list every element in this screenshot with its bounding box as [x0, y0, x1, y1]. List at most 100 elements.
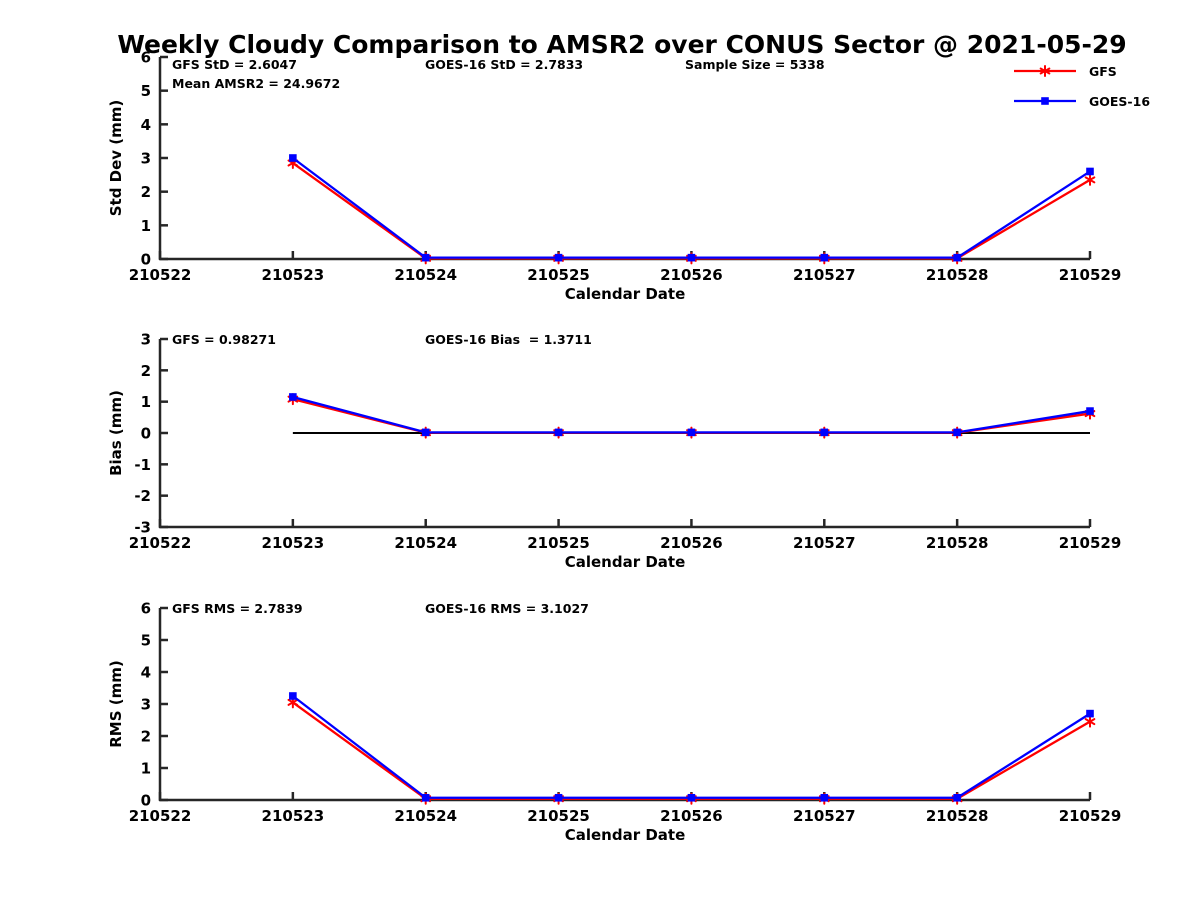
x-tick-label: 210525 [527, 266, 590, 284]
y-tick-label: 0 [141, 425, 151, 443]
x-tick-label: 210526 [660, 266, 723, 284]
marker-square-GOES-16 [421, 793, 430, 802]
x-tick-label: 210528 [926, 534, 989, 552]
annotation: GOES-16 StD = 2.7833 [425, 57, 583, 72]
x-tick-label: 210528 [926, 807, 989, 825]
legend: GFS GOES-16 [1012, 63, 1150, 109]
series-line-GOES-16 [292, 695, 1091, 799]
x-tick-label: 210523 [262, 807, 325, 825]
marker-square-GOES-16 [1086, 709, 1094, 718]
x-tick-label: 210522 [129, 266, 192, 284]
y-tick-label: 3 [141, 696, 151, 714]
marker-square-GOES-16 [1041, 97, 1049, 105]
x-tick-label: 210529 [1059, 534, 1122, 552]
marker-square-GOES-16 [1086, 167, 1094, 176]
y-axis-title: Std Dev (mm) [107, 100, 125, 217]
marker-square-GOES-16 [421, 428, 430, 437]
marker-stroke [1039, 67, 1051, 75]
marker-asterisk-GFS [1084, 173, 1096, 186]
y-tick-label: -2 [134, 487, 151, 505]
annotation: Sample Size = 5338 [685, 57, 825, 72]
marker-asterisk-GFS [1039, 65, 1051, 77]
x-tick-label: 210529 [1059, 807, 1122, 825]
series-line-GFS [292, 162, 1091, 260]
series-line-GFS [292, 701, 1091, 800]
marker-square-GOES-16 [953, 428, 961, 437]
x-tick-label: 210523 [262, 266, 325, 284]
marker-square-GOES-16 [820, 253, 829, 262]
x-tick-label: 210522 [129, 534, 192, 552]
marker-square-GOES-16 [289, 393, 297, 401]
legend-item-gfs: GFS [1012, 63, 1150, 79]
x-tick-label: 210524 [394, 534, 457, 552]
marker-square-GOES-16 [554, 793, 563, 802]
annotation: GFS = 0.98271 [172, 332, 276, 347]
legend-label-gfs: GFS [1089, 63, 1117, 79]
y-tick-label: 1 [141, 217, 151, 235]
marker-square-GOES-16 [289, 154, 297, 162]
y-tick-label: 6 [141, 49, 151, 67]
marker-square-GOES-16 [687, 253, 696, 262]
x-axis-title: Calendar Date [565, 285, 686, 303]
marker-square-GOES-16 [421, 253, 430, 262]
y-tick-label: 2 [141, 362, 151, 380]
marker-stroke [1084, 176, 1096, 184]
x-tick-label: 210524 [394, 266, 457, 284]
y-tick-label: 6 [141, 600, 151, 618]
figure-title: Weekly Cloudy Comparison to AMSR2 over C… [117, 30, 1126, 59]
y-tick-label: 5 [141, 82, 151, 100]
chart-std-dev: 210522 210523 210524 210525 210526 210527 2105… [107, 49, 1121, 304]
marker-square-GOES-16 [289, 692, 297, 700]
marker-square-GOES-16 [820, 793, 829, 802]
x-tick-label: 210526 [660, 807, 723, 825]
marker-square-GOES-16 [953, 793, 961, 802]
y-axis-title: RMS (mm) [107, 660, 125, 747]
goes16-line-sample-icon [1014, 97, 1076, 105]
series-line-GOES-16 [292, 157, 1091, 259]
x-tick-label: 210527 [793, 266, 856, 284]
y-tick-label: -1 [134, 456, 151, 474]
annotation: GOES-16 Bias = 1.3711 [425, 332, 592, 347]
gfs-line-sample-icon [1014, 65, 1076, 77]
marker-square-GOES-16 [953, 253, 961, 262]
x-tick-label: 210528 [926, 266, 989, 284]
marker-asterisk-GFS [1084, 715, 1096, 728]
y-tick-label: 0 [141, 251, 151, 269]
chart-rms: 210522 210523 210524 210525 210526 210527 2105… [107, 600, 1121, 845]
legend-label-goes16: GOES-16 [1089, 93, 1151, 109]
x-tick-label: 210524 [394, 807, 457, 825]
marker-stroke [287, 698, 299, 706]
x-tick-label: 210522 [129, 807, 192, 825]
x-tick-label: 210527 [793, 807, 856, 825]
x-tick-label: 210529 [1059, 266, 1122, 284]
y-tick-label: 4 [141, 116, 151, 134]
legend-item-goes16: GOES-16 [1012, 93, 1150, 109]
y-tick-label: 0 [141, 792, 151, 810]
x-tick-label: 210525 [527, 807, 590, 825]
x-axis-title: Calendar Date [565, 826, 686, 844]
marker-square-GOES-16 [687, 428, 696, 437]
y-tick-label: 2 [141, 728, 151, 746]
x-tick-label: 210523 [262, 534, 325, 552]
y-tick-label: -3 [134, 519, 151, 537]
chart-bias: 210522 210523 210524 210525 210526 210527 2105… [107, 331, 1121, 572]
x-axis-title: Calendar Date [565, 553, 686, 571]
marker-square-GOES-16 [687, 793, 696, 802]
marker-square-GOES-16 [1086, 407, 1094, 415]
x-tick-label: 210525 [527, 534, 590, 552]
x-tick-label: 210527 [793, 534, 856, 552]
marker-square-GOES-16 [554, 428, 563, 437]
y-tick-label: 1 [141, 760, 151, 778]
annotation: GFS StD = 2.6047 [172, 57, 297, 72]
y-tick-label: 2 [141, 183, 151, 201]
marker-square-GOES-16 [820, 428, 829, 437]
y-axis-title: Bias (mm) [107, 390, 125, 476]
y-tick-label: 4 [141, 664, 151, 682]
x-tick-label: 210526 [660, 534, 723, 552]
annotation: GFS RMS = 2.7839 [172, 601, 303, 616]
annotation: GOES-16 RMS = 3.1027 [425, 601, 589, 616]
y-tick-label: 3 [141, 150, 151, 168]
y-tick-label: 5 [141, 632, 151, 650]
